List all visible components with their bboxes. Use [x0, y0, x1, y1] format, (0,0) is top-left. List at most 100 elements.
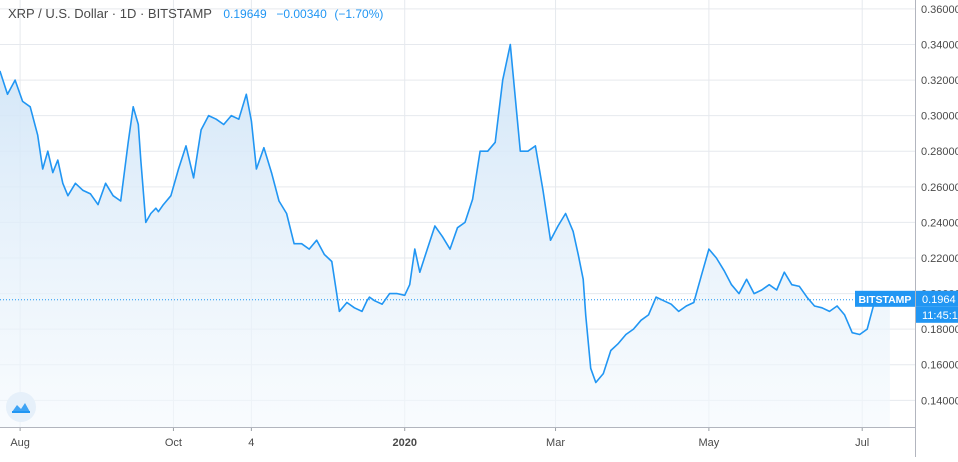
data-point — [464, 221, 466, 223]
data-point — [647, 314, 650, 316]
data-point — [6, 93, 9, 95]
data-point — [625, 333, 627, 336]
data-point — [127, 141, 129, 143]
exchange-tag-bg — [855, 290, 915, 307]
data-point — [250, 120, 252, 122]
data-point — [331, 260, 333, 263]
data-point — [783, 271, 785, 273]
data-point — [414, 248, 416, 250]
data-point — [534, 145, 537, 147]
data-point — [29, 106, 31, 108]
data-point — [368, 296, 371, 298]
data-point — [502, 79, 504, 81]
data-point — [200, 129, 202, 131]
data-point — [776, 289, 778, 291]
x-tick-label: Mar — [546, 437, 565, 449]
data-point — [97, 204, 99, 206]
data-point — [132, 106, 134, 108]
data-point — [270, 171, 273, 174]
data-point — [0, 70, 1, 72]
x-tick-label: Aug — [10, 437, 30, 449]
data-point — [278, 200, 280, 202]
symbol-title: XRP / U.S. Dollar · 1D · BITSTAMP — [8, 6, 212, 21]
x-tick-label: May — [698, 437, 719, 449]
data-point — [419, 271, 421, 273]
data-point — [366, 300, 368, 302]
data-point — [157, 211, 159, 213]
data-point — [323, 253, 325, 256]
data-point — [655, 296, 657, 298]
data-point — [426, 248, 428, 250]
data-point — [487, 150, 489, 152]
data-point — [602, 373, 604, 375]
data-point — [177, 168, 180, 170]
data-point — [293, 243, 295, 245]
data-point — [723, 269, 725, 272]
data-point — [542, 189, 544, 191]
data-point — [738, 292, 740, 295]
exchange-tag-label: BITSTAMP — [859, 294, 912, 306]
price-change-percent: (−1.70%) — [334, 7, 384, 21]
data-point — [381, 303, 383, 305]
data-point — [37, 134, 39, 136]
data-point — [745, 278, 748, 280]
data-point — [670, 303, 672, 305]
x-tick-label: 4 — [248, 437, 254, 449]
data-point — [471, 198, 474, 200]
data-point — [285, 212, 288, 215]
data-point — [595, 381, 597, 384]
data-point — [836, 305, 838, 307]
series-path — [0, 43, 891, 384]
data-point — [316, 239, 318, 241]
x-tick-label: 2020 — [392, 437, 416, 449]
data-point — [456, 227, 459, 229]
data-point — [798, 285, 800, 288]
data-point — [685, 305, 687, 307]
data-point — [162, 204, 164, 206]
price-tag-value: 0.1964 — [922, 294, 956, 306]
data-point — [409, 284, 411, 286]
data-point — [230, 115, 232, 117]
data-point — [74, 182, 77, 184]
time-tag-value: 11:45:1 — [922, 310, 958, 322]
data-point — [693, 301, 695, 304]
current-price-line: BITSTAMP 0.1964 11:45:1 — [0, 290, 958, 323]
data-point — [42, 168, 44, 170]
tradingview-cloud-icon[interactable] — [6, 392, 36, 422]
data-point — [730, 284, 733, 286]
series-area — [0, 44, 890, 427]
data-point — [185, 145, 187, 147]
data-point — [150, 212, 152, 215]
x-tick-label: Oct — [165, 437, 182, 449]
data-point — [215, 118, 217, 120]
data-point — [821, 307, 823, 309]
data-point — [208, 115, 210, 117]
data-point — [514, 97, 516, 99]
data-point — [844, 314, 846, 316]
data-point — [238, 118, 240, 120]
chart-header: XRP / U.S. Dollar · 1D · BITSTAMP 0.1964… — [8, 6, 383, 21]
data-point — [678, 310, 680, 312]
data-point — [708, 248, 710, 250]
data-point — [255, 168, 258, 170]
data-point — [828, 310, 831, 312]
data-point — [494, 141, 496, 143]
price-tag-bg — [916, 290, 958, 307]
last-price: 0.19649 — [223, 7, 267, 21]
data-point — [170, 195, 172, 197]
data-point — [813, 305, 816, 307]
data-point — [577, 253, 579, 256]
data-point — [89, 193, 92, 195]
data-point — [308, 248, 310, 250]
data-point — [223, 123, 225, 126]
data-point — [441, 236, 444, 238]
